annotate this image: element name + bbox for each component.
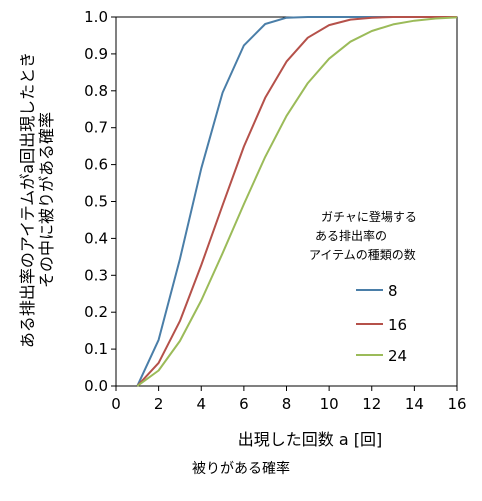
legend-entries: 8 16 24 xyxy=(356,282,407,365)
legend-label-8: 8 xyxy=(388,282,398,300)
series-line-24 xyxy=(136,16,458,387)
x-tick-label: 10 xyxy=(320,395,339,413)
tick-labels: 0 2 4 6 8 10 12 14 160.00.10.20.30.40.50.60.70.8… xyxy=(84,8,466,413)
legend: ガチャに登場する ある排出率の アイテムの種類の数 8 16 24 xyxy=(309,209,417,365)
y-tick-label: 0.3 xyxy=(84,266,108,284)
y-tick-label: 0.8 xyxy=(84,82,108,100)
legend-label-16: 16 xyxy=(388,316,407,334)
x-tick-label: 0 xyxy=(111,395,121,413)
y-tick-label: 0.4 xyxy=(84,229,108,247)
y-tick-label: 0.1 xyxy=(84,340,108,358)
y-tick-label: 0.5 xyxy=(84,193,108,211)
y-axis-title-line-2: その中に被りがある確率 xyxy=(37,112,56,288)
y-tick-label: 0.0 xyxy=(84,377,108,395)
x-axis-title: 出現した回数 a [回] xyxy=(238,430,382,449)
x-tick-label: 14 xyxy=(405,395,424,413)
x-tick-label: 16 xyxy=(447,395,466,413)
x-tick-label: 8 xyxy=(282,395,292,413)
y-tick-label: 0.2 xyxy=(84,303,108,321)
legend-label-24: 24 xyxy=(388,347,407,365)
figure-caption: 被りがある確率 xyxy=(192,461,290,477)
y-axis-title: ある排出率のアイテムがa回出現したとき その中に被りがある確率 xyxy=(18,52,56,348)
x-tick-label: 4 xyxy=(196,395,206,413)
y-tick-label: 0.9 xyxy=(84,45,108,63)
y-axis-title-line-1: ある排出率のアイテムがa回出現したとき xyxy=(18,52,37,348)
y-tick-label: 0.7 xyxy=(84,119,108,137)
x-tick-label: 12 xyxy=(362,395,381,413)
x-tick-label: 2 xyxy=(154,395,164,413)
axes xyxy=(111,16,458,391)
y-tick-label: 0.6 xyxy=(84,156,108,174)
series-line-16 xyxy=(136,16,457,387)
legend-title-line-1: ガチャに登場する xyxy=(321,209,417,224)
series-layer xyxy=(136,16,458,387)
x-tick-label: 6 xyxy=(239,395,249,413)
legend-title-line-3: アイテムの種類の数 xyxy=(309,247,416,262)
y-tick-label: 1.0 xyxy=(84,8,108,26)
legend-title-line-2: ある排出率の xyxy=(315,228,387,243)
